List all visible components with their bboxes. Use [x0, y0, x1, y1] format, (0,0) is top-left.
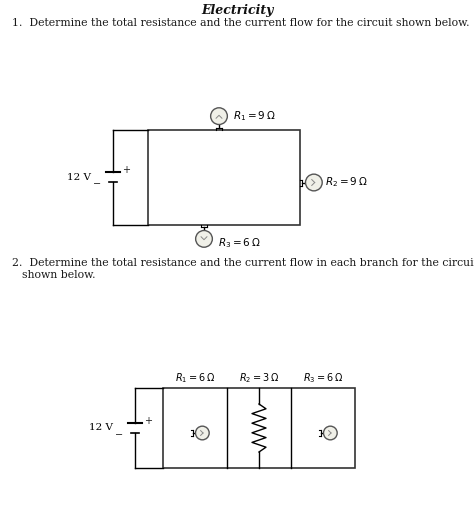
Circle shape	[323, 426, 337, 440]
Text: $R_2 = 9\,\Omega$: $R_2 = 9\,\Omega$	[325, 176, 368, 189]
Text: $R_1 = 6\,\Omega$: $R_1 = 6\,\Omega$	[175, 371, 215, 385]
Text: Electricity: Electricity	[201, 4, 273, 17]
Text: shown below.: shown below.	[22, 270, 95, 280]
Text: $R_2 = 3\,\Omega$: $R_2 = 3\,\Omega$	[239, 371, 279, 385]
Text: $R_3 = 6\,\Omega$: $R_3 = 6\,\Omega$	[303, 371, 343, 385]
Circle shape	[210, 108, 228, 124]
Text: $R_1 = 9\,\Omega$: $R_1 = 9\,\Omega$	[233, 109, 275, 123]
Text: 12 V: 12 V	[67, 173, 91, 181]
Circle shape	[195, 426, 209, 440]
Text: $R_3 = 6\,\Omega$: $R_3 = 6\,\Omega$	[218, 236, 261, 250]
Text: +: +	[122, 165, 130, 175]
Text: −: −	[93, 179, 101, 189]
Text: −: −	[115, 430, 123, 440]
Circle shape	[306, 174, 322, 191]
Text: +: +	[144, 416, 152, 426]
Text: 2.  Determine the total resistance and the current flow in each branch for the c: 2. Determine the total resistance and th…	[12, 258, 474, 268]
Circle shape	[196, 231, 212, 247]
Text: 1.  Determine the total resistance and the current flow for the circuit shown be: 1. Determine the total resistance and th…	[12, 18, 470, 28]
Text: 12 V: 12 V	[89, 424, 113, 432]
